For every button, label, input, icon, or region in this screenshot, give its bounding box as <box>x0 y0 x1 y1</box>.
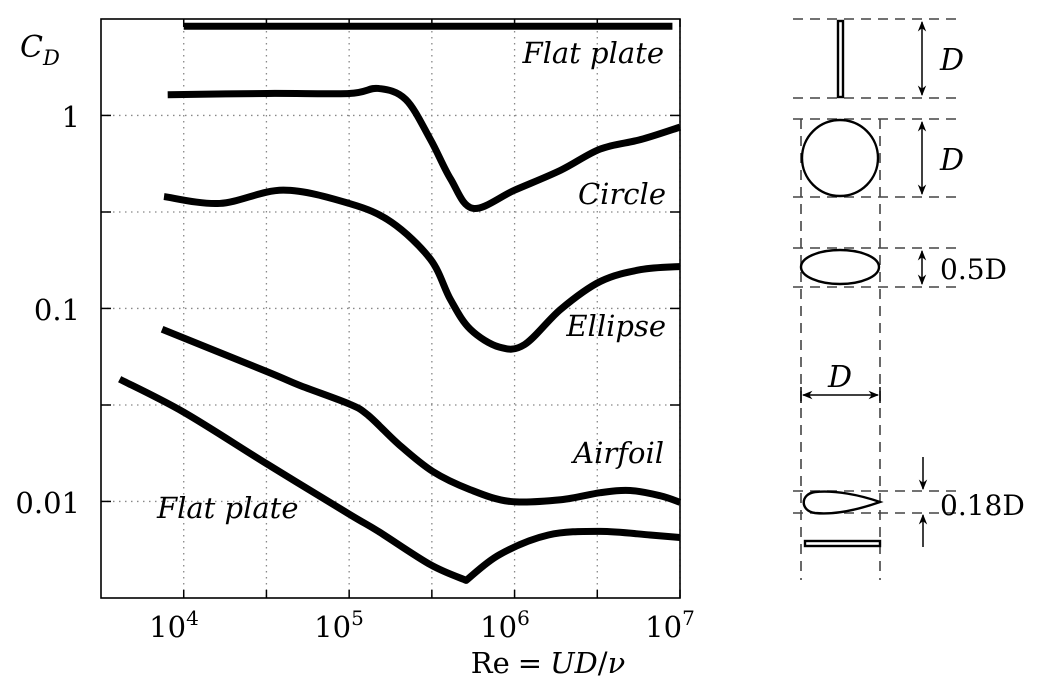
circle-shape <box>800 118 880 198</box>
curve-label-airfoil: Airfoil <box>570 436 664 470</box>
curve-label-flat-plate-normal: Flat plate <box>521 36 664 70</box>
curve-label-circle: Circle <box>578 177 666 211</box>
y-tick-label-0.01: 0.01 <box>15 486 80 520</box>
curve-label-ellipse: Ellipse <box>565 309 666 343</box>
curve-circle <box>167 84 682 212</box>
axis-ticks <box>101 19 681 598</box>
airfoil-shape <box>802 490 884 515</box>
x-tick-label-1e4: 104 <box>149 606 199 644</box>
flat-plate-parallel-shape <box>803 539 882 548</box>
y-tick-label-1: 1 <box>62 100 80 134</box>
curve-label-flat-plate-parallel: Flat plate <box>156 491 299 525</box>
plate-dimension-label: D <box>939 43 964 78</box>
flat-plate-normal-shape <box>836 19 845 99</box>
curve-airfoil <box>160 326 682 506</box>
x-axis-title: Re = UD/ν <box>471 646 625 680</box>
curves <box>118 22 682 584</box>
curve-ellipse <box>163 186 681 353</box>
geometry-diagram: D D 0.5D D 0.18D <box>793 18 1025 580</box>
x-tick-label-1e5: 105 <box>314 606 364 644</box>
airfoil-dimension-label: 0.18D <box>940 489 1025 522</box>
ellipse-shape <box>799 248 881 286</box>
series-airfoil <box>160 326 682 506</box>
series-flat-plate-parallel <box>118 376 681 584</box>
series-ellipse <box>163 186 681 353</box>
width-dimension-label: D <box>827 360 852 395</box>
series-circle <box>167 84 682 212</box>
x-tick-label-1e6: 106 <box>480 606 530 644</box>
ellipse-dimension-label: 0.5D <box>940 253 1007 286</box>
circle-dimension-label: D <box>939 143 964 178</box>
y-tick-label-0.1: 0.1 <box>34 293 80 327</box>
x-tick-label-1e7: 107 <box>645 606 695 644</box>
y-axis-title: CD <box>20 30 60 70</box>
curve-flat-plate-parallel <box>118 376 681 584</box>
